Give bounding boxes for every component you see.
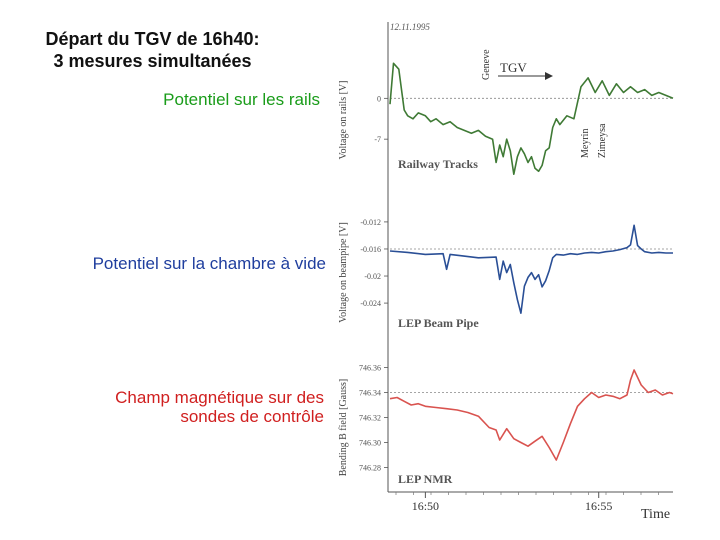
panel-title: LEP Beam Pipe xyxy=(398,316,479,330)
y-axis-label: Voltage on rails [V] xyxy=(338,81,349,160)
y-tick-label: -0.02 xyxy=(364,272,381,281)
y-tick-label: 746.30 xyxy=(359,439,381,448)
y-tick-label: 746.32 xyxy=(359,414,381,423)
y-tick-label: -0.024 xyxy=(360,299,381,308)
panel-0: Voltage on rails [V] 0 -7 Railway Tracks xyxy=(338,62,674,175)
bottom-ticks: 16:50 16:55 xyxy=(395,492,659,513)
x-tick-label: 16:50 xyxy=(412,499,439,513)
series-line xyxy=(389,62,674,175)
y-tick-label: -0.016 xyxy=(360,245,381,254)
station-meyrin: Meyrin xyxy=(580,129,591,158)
slide-title: Départ du TGV de 16h40: 3 mesures simult… xyxy=(45,29,260,71)
label-nmr: Champ magnétique sur des sondes de contr… xyxy=(115,388,324,426)
y-tick-label: 746.36 xyxy=(359,364,381,373)
panel-title: Railway Tracks xyxy=(398,157,478,171)
y-tick-label: 746.28 xyxy=(359,464,381,473)
figure-date: 12.11.1995 xyxy=(390,22,430,32)
y-axis-label: Voltage on beampipe [V] xyxy=(338,222,349,323)
label-rails: Potentiel sur les rails xyxy=(163,90,320,109)
x-tick-label: 16:55 xyxy=(585,499,612,513)
label-beam-pipe: Potentiel sur la chambre à vide xyxy=(92,254,326,273)
station-geneve: Geneve xyxy=(481,49,492,80)
y-axis-label: Bending B field [Gauss] xyxy=(338,379,349,477)
series-line xyxy=(389,224,673,315)
x-axis-label: Time xyxy=(641,507,670,522)
y-tick-label: 0 xyxy=(377,94,381,103)
y-tick-label: 746.34 xyxy=(359,389,381,398)
panel-2: Bending B field [Gauss] 746.36 746.34 746.3… xyxy=(338,364,674,486)
panel-1: Voltage on beampipe [V] -0.012 -0.016 -0.02… xyxy=(338,218,673,330)
y-tick-label: -0.012 xyxy=(360,218,381,227)
series-line xyxy=(389,369,674,461)
station-zimeysa: Zimeysa xyxy=(597,123,608,158)
panel-title: LEP NMR xyxy=(398,472,453,486)
tgv-arrow-head xyxy=(545,72,553,80)
tgv-label: TGV xyxy=(500,60,527,75)
y-tick-label: -7 xyxy=(374,135,381,144)
